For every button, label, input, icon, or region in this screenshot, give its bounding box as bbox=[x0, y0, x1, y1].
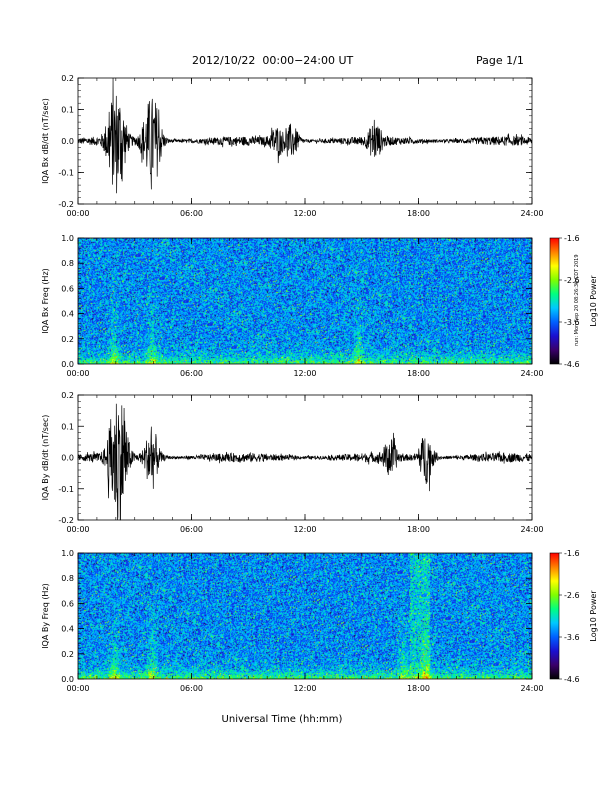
colorbar-label: Log10 Power bbox=[589, 275, 598, 327]
x-tick-label: 06:00 bbox=[180, 209, 203, 218]
x-tick-label: 12:00 bbox=[293, 209, 316, 218]
spectrogram bbox=[78, 553, 532, 679]
y-tick-label: 0.0 bbox=[61, 675, 74, 684]
y-tick-label: 0.4 bbox=[61, 310, 74, 319]
y-tick-label: 0.6 bbox=[61, 284, 74, 293]
colorbar-tick-label: -4.6 bbox=[564, 675, 580, 684]
y-tick-label: 1.0 bbox=[61, 234, 74, 243]
plot-frame bbox=[77, 552, 533, 680]
data-trace bbox=[77, 77, 533, 194]
y-tick-label: 0.0 bbox=[61, 454, 74, 463]
plot-title: 2012/10/22 00:00−24:00 UT bbox=[192, 54, 354, 67]
y-tick-label: 0.1 bbox=[61, 106, 74, 115]
x-tick-label: 18:00 bbox=[407, 209, 430, 218]
x-tick-label: 00:00 bbox=[66, 369, 89, 378]
x-tick-label: 12:00 bbox=[293, 525, 316, 534]
y-tick-label: 0.1 bbox=[61, 422, 74, 431]
run-stamp: run: Mon Sep 20 08:26:36 CDT 2019 bbox=[574, 254, 580, 346]
y-tick-label: 0.2 bbox=[61, 74, 74, 83]
colorbar-tick-label: -1.6 bbox=[564, 234, 580, 243]
colorbar bbox=[549, 552, 560, 680]
x-tick-label: 18:00 bbox=[407, 525, 430, 534]
spectrogram-canvas bbox=[78, 238, 532, 364]
y-tick-label: 0.8 bbox=[61, 574, 74, 583]
plot-frame bbox=[77, 77, 533, 205]
y-tick-label: 0.4 bbox=[61, 625, 74, 634]
colorbar-tick-label: -1.6 bbox=[564, 549, 580, 558]
y-tick-label: 1.0 bbox=[61, 549, 74, 558]
x-tick-label: 00:00 bbox=[66, 209, 89, 218]
colorbar-label: Log10 Power bbox=[589, 590, 598, 642]
x-axis-label: Universal Time (hh:mm) bbox=[222, 714, 343, 725]
colorbar-tick-label: -3.6 bbox=[564, 633, 580, 642]
y-tick-label: 0.6 bbox=[61, 599, 74, 608]
plot-frame bbox=[77, 394, 533, 521]
page-number: Page 1/1 bbox=[476, 54, 524, 67]
spectrogram bbox=[78, 238, 532, 364]
y-tick-label: 0.2 bbox=[61, 650, 74, 659]
data-trace bbox=[77, 403, 533, 521]
y-tick-label: 0.0 bbox=[61, 137, 74, 146]
x-tick-label: 24:00 bbox=[520, 369, 543, 378]
colorbar-tick-label: -3.6 bbox=[564, 318, 580, 327]
colorbar-tick-label: -2.6 bbox=[564, 276, 580, 285]
x-tick-label: 24:00 bbox=[520, 684, 543, 693]
x-tick-label: 12:00 bbox=[293, 684, 316, 693]
y-tick-label: 0.2 bbox=[61, 391, 74, 400]
y-tick-label: -0.2 bbox=[58, 200, 74, 209]
y-tick-label: 0.2 bbox=[61, 335, 74, 344]
colorbar-tick-label: -4.6 bbox=[564, 360, 580, 369]
x-tick-label: 06:00 bbox=[180, 369, 203, 378]
y-axis-label: IQA By dB/dt (nT/sec) bbox=[41, 415, 50, 501]
y-tick-label: -0.2 bbox=[58, 516, 74, 525]
x-tick-label: 00:00 bbox=[66, 684, 89, 693]
x-tick-label: 00:00 bbox=[66, 525, 89, 534]
x-tick-label: 24:00 bbox=[520, 525, 543, 534]
x-tick-label: 06:00 bbox=[180, 684, 203, 693]
y-tick-label: 0.0 bbox=[61, 360, 74, 369]
y-axis-label: IQA Bx dB/dt (nT/sec) bbox=[41, 98, 50, 184]
x-tick-label: 24:00 bbox=[520, 209, 543, 218]
y-tick-label: -0.1 bbox=[58, 169, 74, 178]
colorbar bbox=[549, 237, 560, 365]
colorbar-tick-label: -2.6 bbox=[564, 591, 580, 600]
x-tick-label: 18:00 bbox=[407, 684, 430, 693]
spectrogram-canvas bbox=[78, 553, 532, 679]
x-tick-label: 12:00 bbox=[293, 369, 316, 378]
x-tick-label: 18:00 bbox=[407, 369, 430, 378]
y-axis-label: IQA Bx Freq (Hz) bbox=[41, 268, 50, 334]
y-axis-label: IQA By Freq (Hz) bbox=[41, 583, 50, 649]
y-tick-label: 0.8 bbox=[61, 259, 74, 268]
y-tick-label: -0.1 bbox=[58, 485, 74, 494]
plot-frame bbox=[77, 237, 533, 365]
x-tick-label: 06:00 bbox=[180, 525, 203, 534]
